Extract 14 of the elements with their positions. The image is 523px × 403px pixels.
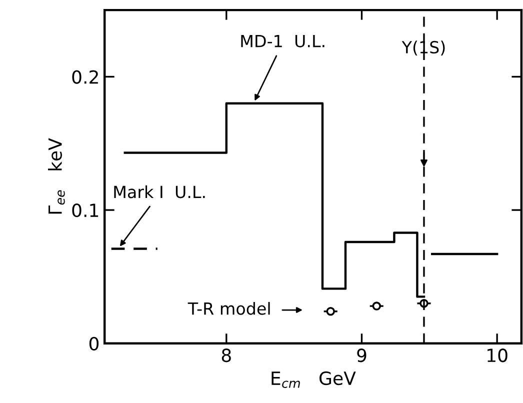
x-tick-label: 10: [488, 348, 508, 362]
y-tick-label: 0: [89, 336, 99, 350]
annotation: Mark I U.L.: [114, 185, 205, 198]
y-tick-label: 0.1: [72, 204, 98, 218]
annotation: MD-1 U.L.: [241, 35, 324, 48]
point: [326, 306, 335, 316]
annotation: T-R model: [188, 302, 270, 315]
x-tick-label: 8: [222, 348, 231, 362]
ref-line-label: Υ(1S): [402, 40, 445, 56]
y-tick-label: 0.2: [72, 70, 98, 84]
x-tick-label: 9: [357, 348, 366, 362]
point: [372, 302, 381, 310]
text: E$_{cm}$ GeV: [272, 371, 356, 388]
text: Γ$_{ee}$ keV: [48, 138, 65, 214]
